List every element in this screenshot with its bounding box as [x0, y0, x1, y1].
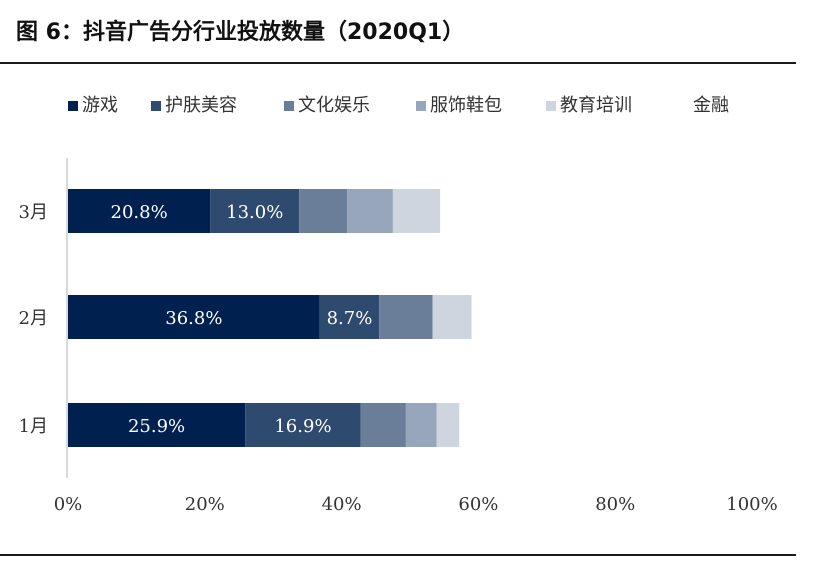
bar-segment [245, 403, 361, 447]
bar-segment [436, 403, 460, 447]
legend: 游戏 护肤美容 文化娱乐 服饰鞋包 教育培训 金融 [68, 95, 729, 116]
data-label: 20.8% [111, 202, 168, 223]
x-tick-label: 100% [726, 494, 777, 515]
data-label: 8.7% [327, 308, 373, 329]
legend-swatch-3 [416, 101, 426, 111]
bar-segment [392, 189, 441, 233]
title-divider [0, 62, 796, 64]
bars: 20.8% 13.0% 36.8% 8.7% 25.9% 16.9% [68, 189, 472, 447]
legend-label-3: 服饰鞋包 [430, 95, 502, 116]
bar-segment [360, 403, 406, 447]
category-labels: 3月 2月 1月 [19, 202, 48, 437]
x-tick-label: 20% [185, 494, 225, 515]
data-label: 25.9% [128, 416, 185, 437]
data-label: 16.9% [274, 416, 331, 437]
bar-segment [299, 189, 348, 233]
legend-label-4: 教育培训 [560, 95, 632, 116]
bar-segment [432, 295, 472, 339]
bar-segment [347, 189, 393, 233]
legend-label-5: 金融 [693, 95, 729, 116]
category-label: 3月 [19, 202, 48, 223]
x-tick-label: 80% [595, 494, 635, 515]
bar-segment [210, 189, 300, 233]
bar-segment [68, 189, 211, 233]
category-label: 2月 [19, 308, 48, 329]
x-tick-label: 60% [458, 494, 498, 515]
legend-label-2: 文化娱乐 [298, 95, 370, 116]
bar-segment [379, 295, 433, 339]
legend-swatch-2 [284, 101, 294, 111]
x-tick-label: 40% [322, 494, 362, 515]
legend-swatch-0 [68, 101, 78, 111]
legend-label-0: 游戏 [82, 95, 118, 116]
x-tick-labels: 0% 20% 40% 60% 80% 100% [54, 494, 778, 515]
bar-segment [405, 403, 437, 447]
x-tick-label: 0% [54, 494, 83, 515]
chart-title: 图 6：抖音广告分行业投放数量（2020Q1） [16, 20, 465, 45]
legend-swatch-1 [151, 101, 161, 111]
category-label: 1月 [19, 416, 48, 437]
data-label: 13.0% [226, 202, 283, 223]
legend-swatch-4 [546, 101, 556, 111]
legend-label-1: 护肤美容 [165, 95, 237, 116]
bar-segment [319, 295, 380, 339]
bar-segment [68, 403, 246, 447]
bar-segment [68, 295, 320, 339]
footer-divider [0, 554, 796, 556]
data-label: 36.8% [165, 308, 222, 329]
